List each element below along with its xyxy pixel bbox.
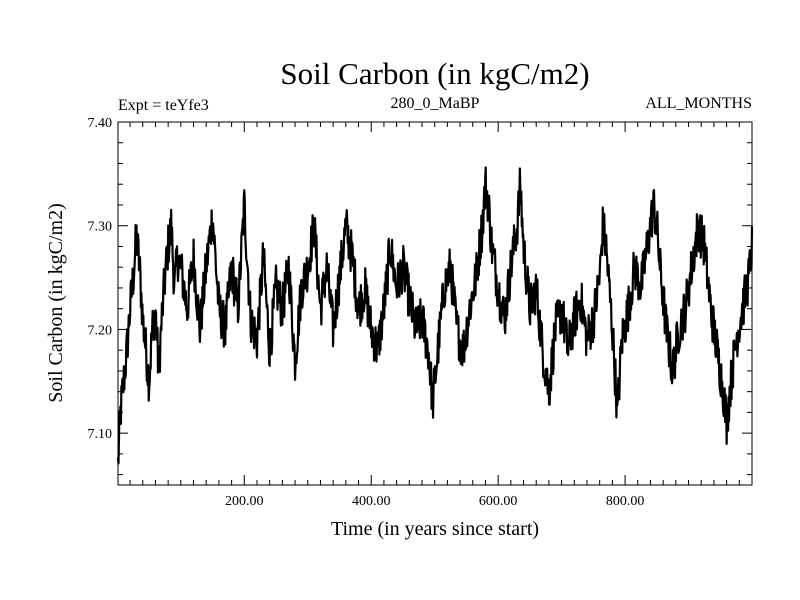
- x-tick-label: 600.00: [479, 494, 518, 509]
- x-tick-labels: 200.00 400.00 600.00 800.00: [225, 494, 644, 509]
- x-tick-label: 200.00: [225, 494, 264, 509]
- ticks-layer: [118, 122, 752, 485]
- plot-frame: [117, 121, 753, 486]
- y-tick-label: 7.10: [88, 427, 113, 442]
- y-tick-label: 7.40: [88, 116, 113, 131]
- series-layer: [116, 166, 754, 465]
- experiment-label: Expt = teYfe3: [118, 97, 209, 114]
- y-axis-label: Soil Carbon (in kgC/m2): [45, 203, 67, 402]
- period-label: 280_0_MaBP: [391, 95, 480, 112]
- series-line: [116, 166, 754, 465]
- y-tick-labels: 7.10 7.20 7.30 7.40: [88, 116, 113, 442]
- x-tick-label: 400.00: [352, 494, 391, 509]
- x-tick-label: 800.00: [606, 494, 645, 509]
- y-tick-label: 7.30: [88, 220, 113, 235]
- x-axis-label: Time (in years since start): [331, 518, 539, 540]
- chart-title: Soil Carbon (in kgC/m2): [280, 56, 589, 91]
- months-label: ALL_MONTHS: [645, 95, 752, 112]
- y-tick-label: 7.20: [88, 323, 113, 338]
